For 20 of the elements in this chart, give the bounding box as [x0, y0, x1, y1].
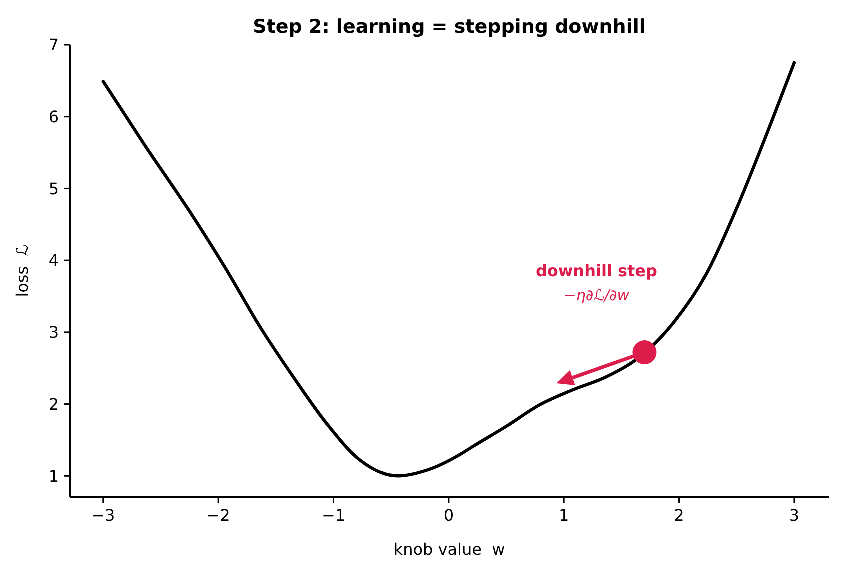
- chart-title: Step 2: learning = stepping downhill: [253, 16, 646, 38]
- y-tick-label: 3: [48, 323, 59, 342]
- x-tick-label: 3: [789, 506, 800, 525]
- y-axis-title: loss ℒ: [13, 244, 32, 298]
- x-tick-label: −2: [206, 506, 230, 525]
- y-tick-label: 4: [48, 251, 59, 270]
- x-tick-label: 1: [559, 506, 570, 525]
- y-tick-label: 6: [48, 107, 59, 126]
- annotation: −η∂ℒ/∂w: [564, 286, 630, 305]
- x-axis-title: knob value w: [394, 540, 506, 559]
- y-tick-label: 7: [48, 36, 59, 55]
- y-tick-label: 1: [48, 466, 59, 486]
- x-tick-label: −3: [92, 506, 116, 525]
- line-series: [102, 61, 796, 478]
- x-tick-label: 2: [674, 506, 684, 525]
- x-tick-label: −1: [322, 506, 346, 525]
- y-tick-label: 2: [48, 394, 59, 414]
- x-tick-label: 0: [444, 506, 454, 525]
- annotation: downhill step: [536, 262, 658, 281]
- y-tick-label: 5: [48, 179, 59, 198]
